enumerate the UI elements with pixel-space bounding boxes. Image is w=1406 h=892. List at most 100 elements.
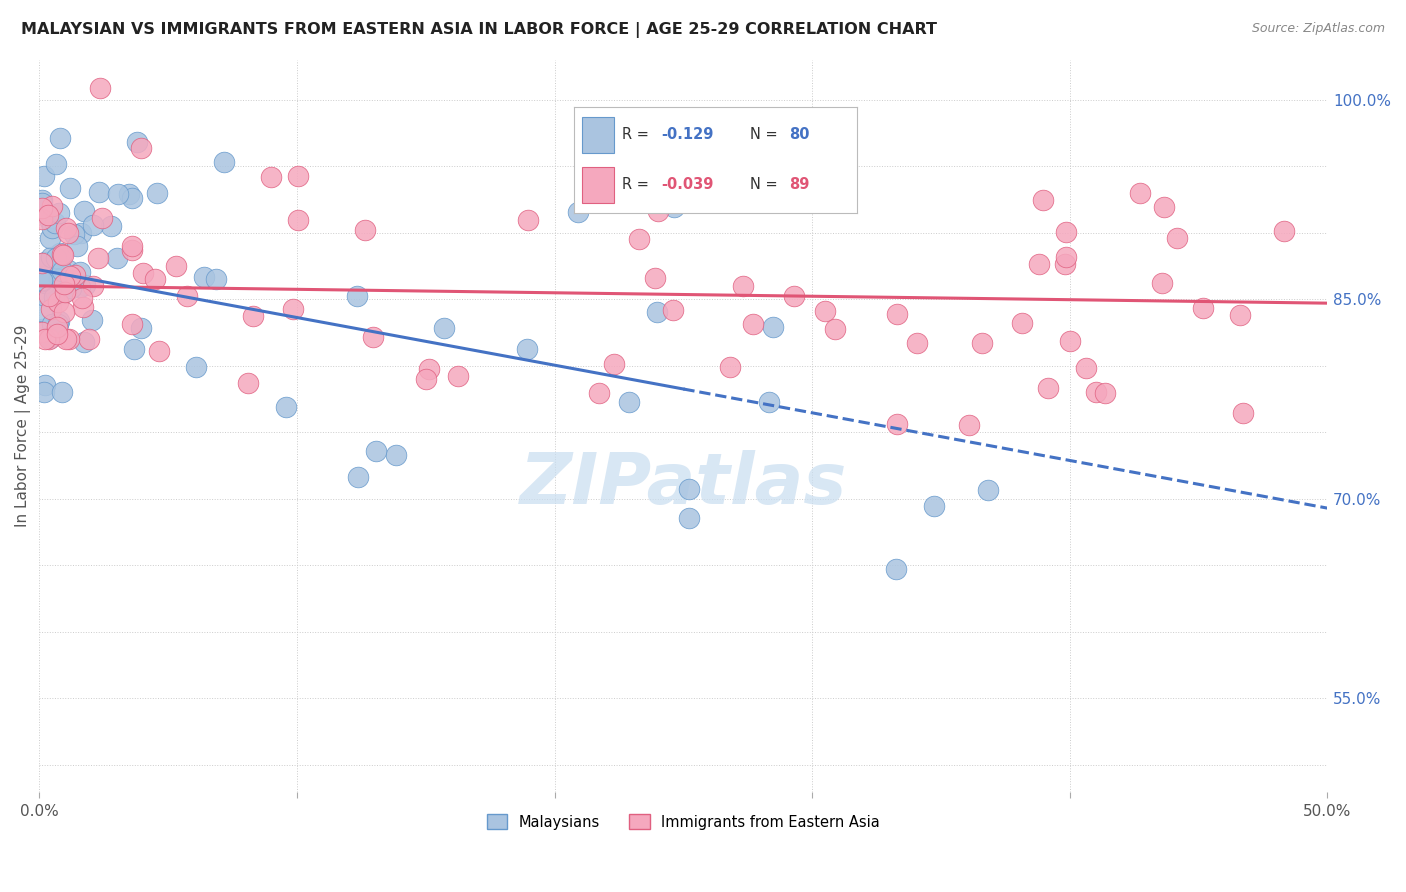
Point xyxy=(814,304,837,318)
Point xyxy=(125,135,148,149)
Point xyxy=(1032,193,1054,207)
Point xyxy=(31,193,53,207)
Point xyxy=(41,318,63,332)
Point xyxy=(77,332,100,346)
Point xyxy=(59,181,82,195)
Point xyxy=(415,372,437,386)
Point xyxy=(72,301,94,315)
Point xyxy=(347,470,370,484)
Point xyxy=(905,335,928,350)
Point xyxy=(1128,186,1150,200)
Point xyxy=(69,265,91,279)
Point xyxy=(38,254,60,268)
Point xyxy=(260,169,283,184)
Point xyxy=(236,376,259,391)
Point xyxy=(55,285,77,299)
Point xyxy=(132,266,155,280)
Point xyxy=(1074,361,1097,376)
Point xyxy=(447,369,470,384)
Point xyxy=(45,326,67,341)
Point xyxy=(56,226,79,240)
Point xyxy=(922,500,945,514)
Point xyxy=(884,562,907,576)
Point xyxy=(1166,231,1188,245)
Point xyxy=(1229,308,1251,322)
Point xyxy=(80,312,103,326)
Point xyxy=(32,385,55,400)
Point xyxy=(107,187,129,202)
Point xyxy=(41,302,63,317)
Point xyxy=(55,221,77,235)
Point xyxy=(121,243,143,257)
Point xyxy=(742,318,765,332)
Point xyxy=(31,256,53,270)
Point xyxy=(1094,385,1116,400)
Point xyxy=(32,169,55,183)
Point xyxy=(647,304,669,318)
Point xyxy=(46,320,69,334)
Point xyxy=(31,196,53,211)
Point xyxy=(31,325,53,339)
Point xyxy=(45,156,67,170)
Point xyxy=(176,289,198,303)
Point xyxy=(34,377,56,392)
Point xyxy=(1152,277,1174,291)
Point xyxy=(644,271,666,285)
Point xyxy=(824,321,846,335)
Point xyxy=(1054,251,1077,265)
Point xyxy=(44,284,66,298)
Point xyxy=(39,331,62,345)
Point xyxy=(56,263,79,277)
Point xyxy=(1054,257,1077,271)
Point xyxy=(678,511,700,525)
Text: Source: ZipAtlas.com: Source: ZipAtlas.com xyxy=(1251,22,1385,36)
Point xyxy=(647,204,669,219)
Point xyxy=(628,231,651,245)
Point xyxy=(82,278,104,293)
Point xyxy=(758,395,780,409)
Point xyxy=(53,277,76,291)
Point xyxy=(1059,334,1081,348)
Point xyxy=(1084,384,1107,399)
Point xyxy=(31,322,53,336)
Point xyxy=(516,212,538,227)
Point xyxy=(45,251,67,265)
Point xyxy=(783,289,806,303)
Point xyxy=(73,204,96,219)
Point xyxy=(361,329,384,343)
Point xyxy=(283,301,305,316)
Point xyxy=(70,291,93,305)
Point xyxy=(678,482,700,496)
Point xyxy=(70,226,93,240)
Point xyxy=(63,268,86,283)
Point xyxy=(970,336,993,351)
Point xyxy=(41,220,63,235)
Point xyxy=(31,274,53,288)
Point xyxy=(1192,301,1215,316)
Point xyxy=(91,211,114,225)
Point xyxy=(38,214,60,228)
Point xyxy=(886,417,908,431)
Text: ZIPatlas: ZIPatlas xyxy=(520,450,846,518)
Point xyxy=(731,278,754,293)
Point xyxy=(87,186,110,200)
Point xyxy=(89,81,111,95)
Point xyxy=(186,360,208,375)
Point xyxy=(121,239,143,253)
Point xyxy=(69,280,91,294)
Point xyxy=(619,395,641,409)
Point xyxy=(1232,406,1254,420)
Point xyxy=(148,344,170,359)
Point xyxy=(957,417,980,432)
Point xyxy=(48,206,70,220)
Point xyxy=(146,186,169,201)
Point xyxy=(31,304,53,318)
Point xyxy=(46,295,69,310)
Point xyxy=(38,231,60,245)
Point xyxy=(31,201,53,215)
Point xyxy=(38,288,60,302)
Point xyxy=(51,263,73,277)
Point xyxy=(1011,316,1033,330)
Point xyxy=(48,272,70,286)
Point xyxy=(100,219,122,233)
